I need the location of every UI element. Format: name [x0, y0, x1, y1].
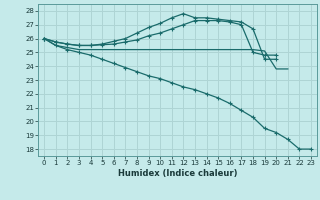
- X-axis label: Humidex (Indice chaleur): Humidex (Indice chaleur): [118, 169, 237, 178]
